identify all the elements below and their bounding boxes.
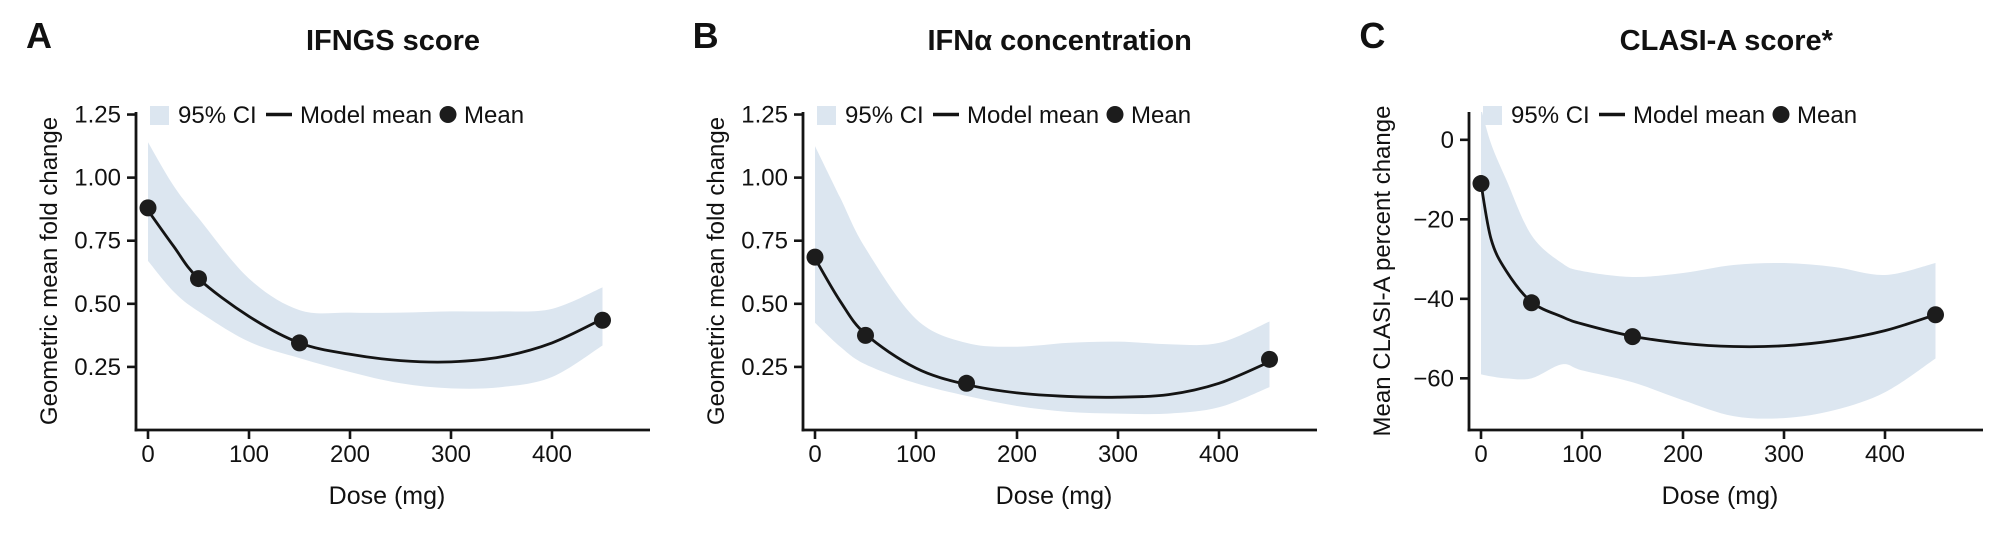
y-axis-label: Mean CLASI-A percent change	[1369, 106, 1396, 437]
x-tick-label: 0	[1475, 441, 1488, 468]
x-tick-label: 400	[1199, 441, 1239, 468]
x-tick-label: 100	[896, 441, 936, 468]
panel-c-title: CLASI-A score*	[1619, 25, 1833, 57]
legend-mean-label: Mean	[1131, 102, 1191, 129]
mean-point	[1523, 294, 1541, 312]
x-tick-label: 300	[431, 441, 471, 468]
mean-point	[957, 374, 975, 392]
y-tick-label: 1.25	[741, 102, 788, 129]
x-axis-label: Dose (mg)	[1662, 482, 1779, 510]
panel-c-letter: C	[1359, 15, 1386, 56]
y-tick-label: 0	[1441, 127, 1454, 154]
x-tick-label: 200	[997, 441, 1037, 468]
x-tick-label: 200	[1663, 441, 1703, 468]
y-tick-label: −60	[1414, 365, 1455, 392]
legend-ci-label: 95% CI	[178, 102, 257, 129]
y-tick-label: 0.75	[74, 228, 121, 255]
model-mean-line	[146, 209, 604, 364]
x-tick-label: 400	[532, 441, 572, 468]
y-tick-label: 1.00	[74, 165, 121, 192]
legend-ci-swatch	[150, 106, 169, 125]
x-tick-label: 200	[330, 441, 370, 468]
legend-model-label: Model mean	[1633, 102, 1765, 129]
y-tick-label: 0.25	[741, 354, 788, 381]
x-tick-label: 300	[1764, 441, 1804, 468]
ci-band	[148, 142, 603, 389]
legend-mean-label: Mean	[1797, 102, 1857, 129]
mean-point	[139, 199, 157, 217]
panel-b-plot: 0 100 200 300 400 0.25 0.50 0.75 1.00 1.25 Dose (m…	[703, 102, 1317, 510]
legend-mean-dot	[1772, 106, 1790, 123]
panel-b-letter: B	[692, 15, 719, 56]
mean-point	[291, 334, 308, 352]
panel-a: A IFNGS score 0 100 200 300 400 0.25 0.50 0.75 1…	[0, 0, 667, 536]
y-tick-label: 1.25	[74, 102, 121, 129]
panel-b: B IFNα concentration 0 100 200 300 400 0.25 0.…	[667, 0, 1334, 536]
panel-a-title: IFNGS score	[305, 25, 481, 57]
mean-point	[1624, 328, 1642, 346]
x-tick-label: 400	[1865, 441, 1905, 468]
x-tick-label: 0	[141, 441, 154, 468]
legend-model-label: Model mean	[300, 102, 432, 129]
y-tick-label: 0.75	[741, 228, 788, 255]
legend-ci-swatch	[1483, 106, 1503, 125]
mean-point	[1927, 306, 1945, 324]
x-tick-label: 300	[1098, 441, 1138, 468]
x-tick-label: 100	[1562, 441, 1602, 468]
panel-a-letter: A	[26, 15, 52, 56]
x-tick-label: 100	[229, 441, 269, 468]
y-tick-label: −20	[1414, 206, 1455, 233]
y-tick-label: −40	[1414, 286, 1455, 313]
x-tick-label: 0	[808, 441, 821, 468]
legend-mean-label: Mean	[464, 102, 524, 129]
ci-band	[814, 146, 1270, 415]
legend-ci-label: 95% CI	[1511, 102, 1590, 129]
x-axis-label: Dose (mg)	[995, 482, 1112, 510]
y-axis-label: Geometric mean fold change	[36, 117, 63, 425]
mean-point	[190, 270, 207, 288]
panel-c-plot: 0 100 200 300 400 0 −20 −40 −60 Dose (mg) Mean CLA…	[1369, 102, 1984, 510]
ci-band	[1481, 112, 1936, 419]
x-axis-label: Dose (mg)	[329, 482, 446, 510]
legend-mean-dot	[439, 106, 457, 123]
mean-point	[1260, 350, 1278, 368]
y-tick-label: 1.00	[741, 165, 788, 192]
y-tick-label: 0.50	[74, 291, 121, 318]
panel-b-title: IFNα concentration	[927, 25, 1192, 57]
mean-point	[856, 326, 874, 344]
panel-c: C CLASI-A score* 0 100 200 300 400 0 −20 −40 −60…	[1333, 0, 2000, 536]
mean-point	[594, 311, 611, 329]
legend-model-label: Model mean	[967, 102, 1099, 129]
legend-mean-dot	[1106, 106, 1124, 123]
model-mean-line	[813, 256, 1271, 399]
y-tick-label: 0.25	[74, 354, 121, 381]
mean-point	[1472, 175, 1490, 193]
y-tick-label: 0.50	[741, 291, 788, 318]
mean-point	[806, 248, 824, 266]
y-axis-label: Geometric mean fold change	[703, 117, 730, 425]
legend-ci-swatch	[816, 106, 836, 125]
legend-ci-label: 95% CI	[845, 102, 924, 129]
panel-a-plot: 0 100 200 300 400 0.25 0.50 0.75 1.00 1.25 Dose (m…	[36, 102, 650, 510]
